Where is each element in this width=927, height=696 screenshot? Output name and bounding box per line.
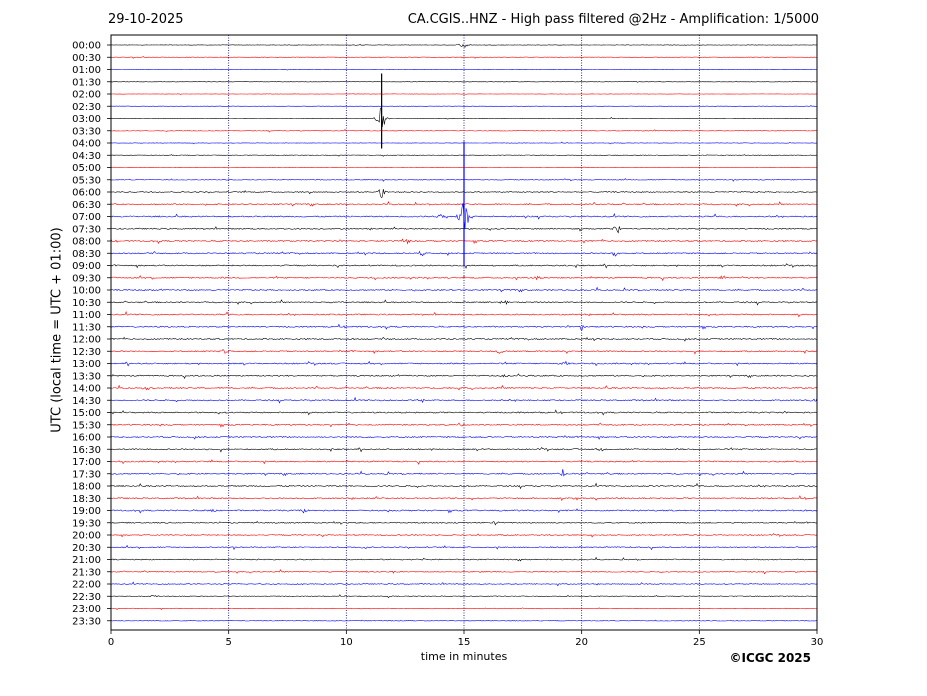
row-label: 00:00 — [72, 41, 101, 52]
row-label: 07:00 — [72, 212, 101, 223]
trace-1830 — [110, 495, 818, 502]
trace-1730 — [110, 469, 818, 477]
row-label: 15:00 — [72, 408, 101, 419]
trace-1700 — [110, 459, 818, 465]
row-label: 10:00 — [72, 286, 101, 297]
row-label: 19:00 — [72, 506, 101, 517]
trace-0200 — [110, 93, 818, 95]
row-label: 10:30 — [72, 298, 101, 309]
row-label: 21:30 — [72, 567, 101, 578]
row-label: 11:00 — [72, 310, 101, 321]
row-label: 09:00 — [72, 261, 101, 272]
row-label: 03:30 — [72, 126, 101, 137]
trace-1030 — [110, 299, 818, 306]
row-label: 18:30 — [72, 494, 101, 505]
row-label: 22:00 — [72, 580, 101, 591]
row-label: 04:00 — [72, 139, 101, 150]
trace-2000 — [110, 533, 818, 538]
row-label: 16:30 — [72, 445, 101, 456]
trace-1400 — [110, 384, 818, 391]
row-label: 08:30 — [72, 249, 101, 260]
row-label: 12:00 — [72, 335, 101, 346]
row-label: 00:30 — [72, 53, 101, 64]
row-label: 18:00 — [72, 482, 101, 493]
trace-2130 — [110, 569, 818, 575]
trace-2230 — [110, 594, 818, 599]
trace-0000 — [111, 43, 817, 48]
trace-2300 — [110, 607, 818, 610]
row-label: 01:00 — [72, 65, 101, 76]
row-label: 16:00 — [72, 433, 101, 444]
x-tick-label: 15 — [458, 637, 471, 648]
trace-1630 — [110, 447, 818, 453]
trace-0300 — [111, 107, 818, 128]
y-axis-label: UTC (local time = UTC + 01:00) — [49, 227, 65, 433]
trace-1330 — [110, 373, 818, 380]
trace-1800 — [110, 482, 818, 490]
x-tick-label: 0 — [108, 637, 114, 648]
trace-2030 — [110, 544, 818, 551]
x-axis-label: time in minutes — [420, 650, 508, 663]
row-label: 14:00 — [72, 384, 101, 395]
x-tick-label: 20 — [575, 637, 588, 648]
row-label: 13:30 — [72, 371, 101, 382]
row-label: 12:30 — [72, 347, 101, 358]
row-label: 06:30 — [72, 200, 101, 211]
trace-1000 — [110, 286, 818, 293]
row-label: 06:00 — [72, 188, 101, 199]
row-label: 17:00 — [72, 457, 101, 468]
row-label: 02:00 — [72, 90, 101, 101]
row-label: 13:00 — [72, 359, 101, 370]
row-label: 07:30 — [72, 224, 101, 235]
trace-0330 — [110, 128, 818, 133]
trace-0130 — [110, 80, 818, 83]
trace-0230 — [111, 105, 817, 108]
row-label: 23:00 — [72, 604, 101, 615]
row-label: 19:30 — [72, 518, 101, 529]
trace-1130 — [110, 323, 818, 331]
row-label: 15:30 — [72, 420, 101, 431]
row-label: 03:00 — [72, 114, 101, 125]
row-label: 02:30 — [72, 102, 101, 113]
row-label: 01:30 — [72, 77, 101, 88]
trace-1530 — [110, 422, 818, 428]
trace-1900 — [110, 508, 818, 514]
row-label: 20:30 — [72, 543, 101, 554]
trace-2100 — [110, 556, 818, 562]
copyright-label: ©ICGC 2025 — [729, 651, 811, 665]
row-label: 21:00 — [72, 555, 101, 566]
trace-1500 — [110, 409, 818, 416]
row-label: 14:30 — [72, 396, 101, 407]
trace-1430 — [110, 396, 818, 404]
row-label: 05:00 — [72, 163, 101, 174]
trace-1600 — [110, 435, 818, 440]
trace-1230 — [110, 349, 818, 355]
trace-0930 — [110, 275, 818, 282]
trace-2200 — [110, 581, 818, 587]
trace-2330 — [110, 619, 818, 622]
row-label: 22:30 — [72, 592, 101, 603]
x-tick-label: 10 — [340, 637, 353, 648]
chart-title: CA.CGIS..HNZ - High pass filtered @2Hz -… — [407, 12, 819, 27]
row-label: 04:30 — [72, 151, 101, 162]
row-label: 20:00 — [72, 531, 101, 542]
row-label: 08:00 — [72, 237, 101, 248]
row-label: 23:30 — [72, 616, 101, 627]
trace-0030 — [110, 56, 818, 59]
row-label: 09:30 — [72, 273, 101, 284]
trace-1100 — [111, 311, 818, 318]
row-label: 05:30 — [72, 175, 101, 186]
row-label: 11:30 — [72, 322, 101, 333]
trace-1930 — [110, 520, 818, 526]
trace-1300 — [110, 360, 818, 367]
x-tick-label: 5 — [225, 637, 231, 648]
date-label: 29-10-2025 — [108, 12, 184, 27]
x-tick-label: 25 — [693, 637, 706, 648]
row-label: 17:30 — [72, 469, 101, 480]
x-tick-label: 30 — [811, 637, 824, 648]
trace-1200 — [110, 336, 818, 342]
trace-0100 — [110, 68, 818, 71]
